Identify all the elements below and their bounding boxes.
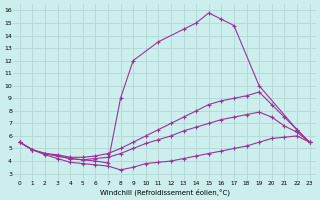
X-axis label: Windchill (Refroidissement éolien,°C): Windchill (Refroidissement éolien,°C) bbox=[100, 188, 230, 196]
